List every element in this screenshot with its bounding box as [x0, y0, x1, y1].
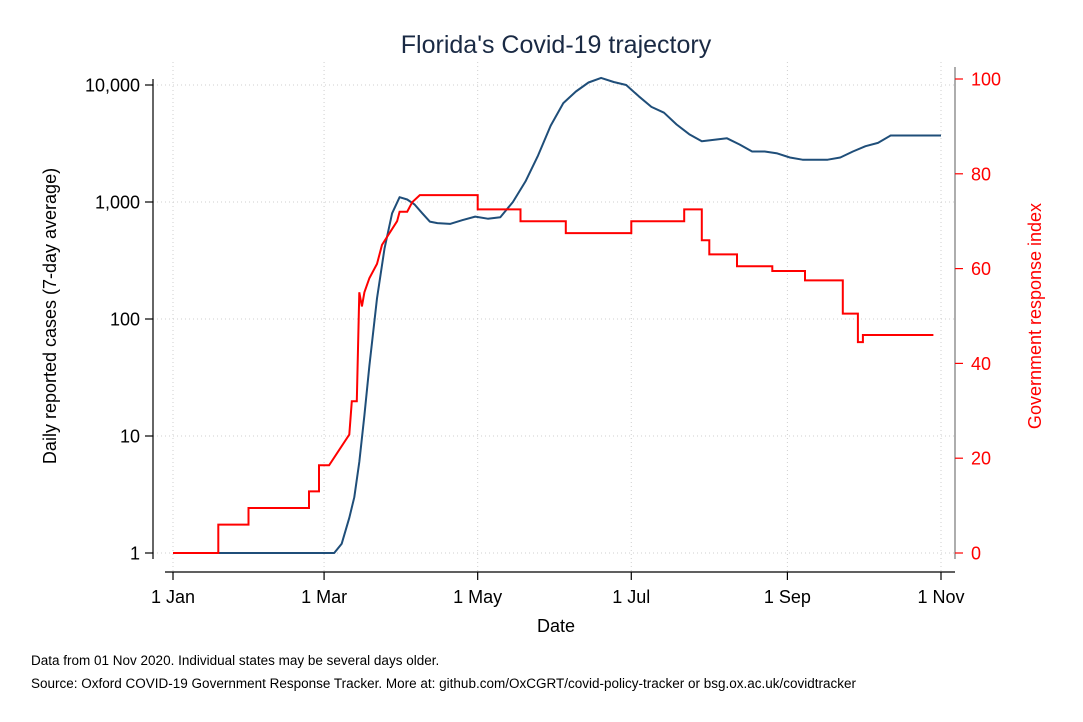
axes: 1 10 100 1,000 10,000 0 20 40 60 80 100 1 Jan 1 Mar 1…: [85, 67, 1001, 607]
x-axis-tick-label: 1 May: [453, 587, 502, 607]
y-axis-right-title: Government response index: [1025, 203, 1045, 429]
x-axis-tick-label: 1 Jul: [612, 587, 650, 607]
cases-line: [173, 76, 941, 554]
response-index-line: [173, 194, 934, 554]
series-layer: [173, 76, 941, 554]
x-axis-tick-label: 1 Nov: [917, 587, 964, 607]
y-axis-left-tick-label: 1,000: [95, 193, 140, 213]
grid: [153, 62, 955, 572]
x-axis-tick-label: 1 Sep: [764, 587, 811, 607]
y-axis-right-tick-label: 20: [971, 449, 991, 469]
x-axis-tick-label: 1 Mar: [301, 587, 347, 607]
y-axis-right-tick-label: 60: [971, 259, 991, 279]
chart-title: Florida's Covid-19 trajectory: [401, 31, 712, 59]
y-axis-right-tick-label: 0: [971, 544, 981, 564]
y-axis-right-tick-label: 100: [971, 70, 1001, 90]
y-axis-left-tick-label: 10,000: [85, 76, 140, 96]
y-axis-right-tick-label: 40: [971, 354, 991, 374]
y-axis-left-tick-label: 10: [120, 427, 140, 447]
y-axis-right-tick-label: 80: [971, 164, 991, 184]
plot-area: [153, 62, 955, 572]
y-axis-left-tick-label: 100: [110, 310, 140, 330]
y-axis-left-tick-label: 1: [130, 544, 140, 564]
data-note: Data from 01 Nov 2020. Individual states…: [31, 653, 440, 668]
x-axis-tick-label: 1 Jan: [151, 587, 195, 607]
x-axis-title: Date: [537, 616, 575, 636]
y-axis-left-title: Daily reported cases (7-day average): [40, 168, 60, 464]
source-note: Source: Oxford COVID-19 Government Respo…: [31, 676, 857, 691]
